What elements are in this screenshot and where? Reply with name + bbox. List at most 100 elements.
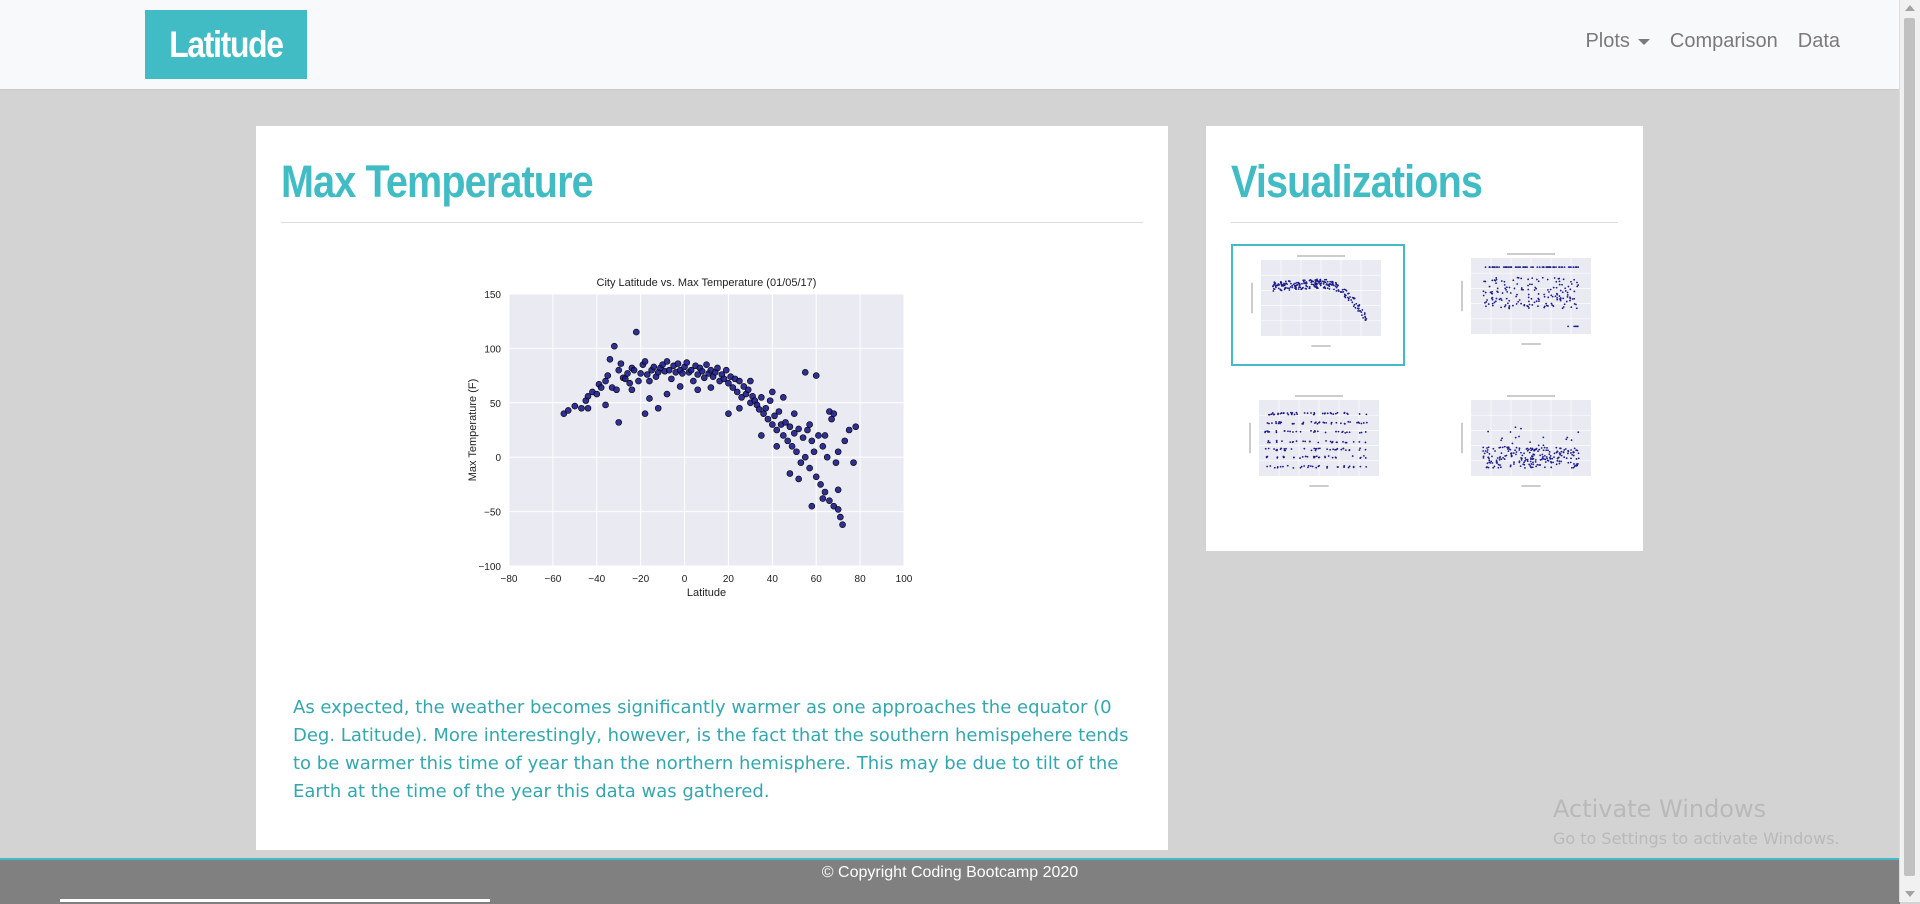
mini-point [1351,301,1354,304]
mini-point [1533,449,1536,452]
mini-point [1321,412,1324,415]
scatter-point [819,443,827,450]
watermark-line2: Go to Settings to activate Windows. [1553,829,1840,848]
scatter-point [584,404,592,412]
mini-point [1358,432,1361,434]
scroll-thumb[interactable] [1904,18,1915,876]
mini-point [1545,449,1548,452]
scatter-point [821,432,829,439]
scatter-point [663,358,671,365]
scroll-down-icon[interactable] [1905,891,1915,897]
thumb-max-temperature[interactable] [1231,244,1405,366]
mini-point [1276,456,1279,459]
nav-plots-dropdown[interactable]: Plots [1575,30,1659,53]
activate-windows-watermark: Activate Windows Go to Settings to activ… [1553,795,1840,848]
mini-point [1575,303,1577,306]
mini-point [1365,466,1368,468]
mini-point [1520,302,1522,305]
mini-point [1326,280,1329,283]
mini-point [1562,306,1565,308]
mini-point [1359,447,1361,450]
scatter-point [736,377,743,385]
mini-point [1306,412,1309,415]
scatter-point [852,423,860,431]
watermark-line1: Activate Windows [1553,795,1767,823]
mini-point [1322,286,1325,289]
mini-point [1531,277,1534,279]
mini-point [1357,307,1360,310]
mini-point [1573,302,1576,305]
mini-point [1565,438,1568,441]
mini-point [1362,316,1365,319]
mini-point [1516,293,1518,296]
mini-point [1501,292,1504,294]
mini-point [1334,285,1337,288]
thumb-wind-speed-plot [1461,395,1591,487]
scatter-point [615,366,623,374]
mini-point [1504,304,1507,306]
mini-point [1335,290,1338,292]
mini-point [1498,458,1501,461]
mini-point [1279,465,1282,468]
mini-point [1282,465,1284,468]
mini-point [1295,281,1298,284]
mini-point [1537,305,1539,308]
mini-point [1497,291,1499,294]
mini-point [1315,455,1318,458]
mini-point [1509,431,1512,433]
scatter-point [720,375,728,383]
thumb-humidity[interactable] [1443,244,1613,362]
mini-point [1266,465,1269,468]
thumb-cloudiness[interactable] [1231,386,1401,504]
mini-point [1279,412,1282,415]
page-scrollbar[interactable] [1899,0,1920,902]
mini-point [1530,463,1533,465]
mini-point [1345,289,1348,292]
visualizations-divider [1231,222,1618,223]
thumb-wind-speed[interactable] [1443,386,1613,504]
mini-point [1550,294,1553,297]
mini-point [1543,466,1546,469]
mini-point [1556,297,1559,299]
mini-point [1535,278,1538,281]
mini-point [1490,460,1493,463]
mini-point [1308,286,1311,288]
scatter-point [740,383,748,390]
mini-point [1545,302,1548,305]
mini-point [1483,280,1486,283]
mini-point [1530,266,1532,269]
mini-point [1518,447,1521,450]
mini-point [1537,450,1539,453]
mini-point [1577,462,1579,465]
scatter-point [564,407,572,414]
mini-point [1282,456,1285,459]
mini-point [1564,287,1567,290]
mini-point [1339,291,1342,293]
mini-point [1550,466,1553,469]
brand-logo[interactable]: Latitude [145,10,307,79]
mini-point [1573,290,1576,293]
scatter-point [703,361,710,369]
mini-point [1299,457,1301,459]
mini-point [1491,298,1494,301]
mini-point [1489,461,1492,464]
mini-point [1302,286,1304,289]
mini-point [1518,435,1520,438]
mini-point [1527,293,1530,296]
scatter-point [694,371,702,378]
mini-point [1292,422,1295,425]
visualizations-panel: Visualizations [1206,126,1643,551]
nav-data-link[interactable]: Data [1788,30,1850,53]
mini-point [1562,451,1565,454]
mini-point [1328,285,1331,288]
mini-point [1319,284,1322,287]
nav-comparison-link[interactable]: Comparison [1660,30,1788,53]
scroll-up-icon[interactable] [1905,5,1915,11]
mini-point [1358,413,1361,415]
nav-menu: Plots Comparison Data [1575,30,1850,53]
mini-point [1548,450,1551,453]
mini-point [1527,278,1530,281]
mini-point [1488,457,1490,460]
plot-area [509,294,904,566]
mini-point [1561,291,1564,294]
